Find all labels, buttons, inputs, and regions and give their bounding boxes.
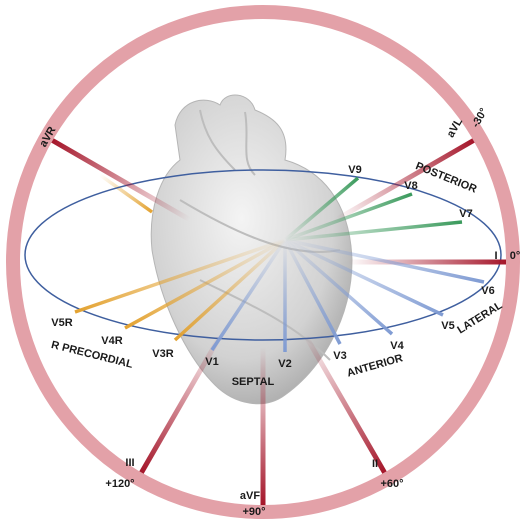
lead-label: III [125,457,134,469]
lead-vector [335,138,475,222]
lead-vector [210,239,287,351]
lead-vector [124,238,286,330]
lead-vector [284,192,413,242]
lead-label: V5R [51,317,72,329]
horizontal-plane [24,169,502,341]
lead-label: V6 [481,285,494,297]
region-label: POSTERIOR [414,160,479,195]
lead-label: I [494,250,497,262]
angle-label: +60° [380,478,403,490]
lead-label: V2 [278,358,291,370]
lead-vector [303,334,387,474]
angle-label: +120° [105,478,134,490]
lead-vector [98,173,154,214]
front-lines [51,138,506,505]
lead-label: V4 [390,340,404,352]
lead-label: V8 [404,180,417,192]
angle-label: -30° [470,106,491,130]
lead-label: V4R [101,335,122,347]
heart-vessels [179,109,341,361]
lead-label: II [372,458,378,470]
back-lines [98,173,154,214]
lead-vector [139,334,223,474]
lead-label: V7 [459,208,472,220]
region-label: ANTERIOR [346,352,405,379]
lead-vector [51,138,191,222]
lead-label: V3R [152,348,173,360]
lead-label: V3 [333,350,346,362]
lead-vector [173,238,287,342]
lead-vector [284,238,444,317]
lead-label: aVF [240,490,260,502]
angle-label: +90° [242,506,265,518]
lead-label: V5 [441,320,454,332]
lead-vector [283,176,360,242]
angle-label: 0° [510,250,521,262]
hexaxial-ring [6,5,520,519]
lead-vector [283,239,342,345]
lead-vector [284,238,485,284]
region-label: SEPTAL [232,376,275,388]
lead-label: V1 [205,356,218,368]
lead-vector [283,238,394,336]
lead-label: V9 [348,164,361,176]
lead-vector [74,238,286,314]
lead-vector [284,220,463,242]
